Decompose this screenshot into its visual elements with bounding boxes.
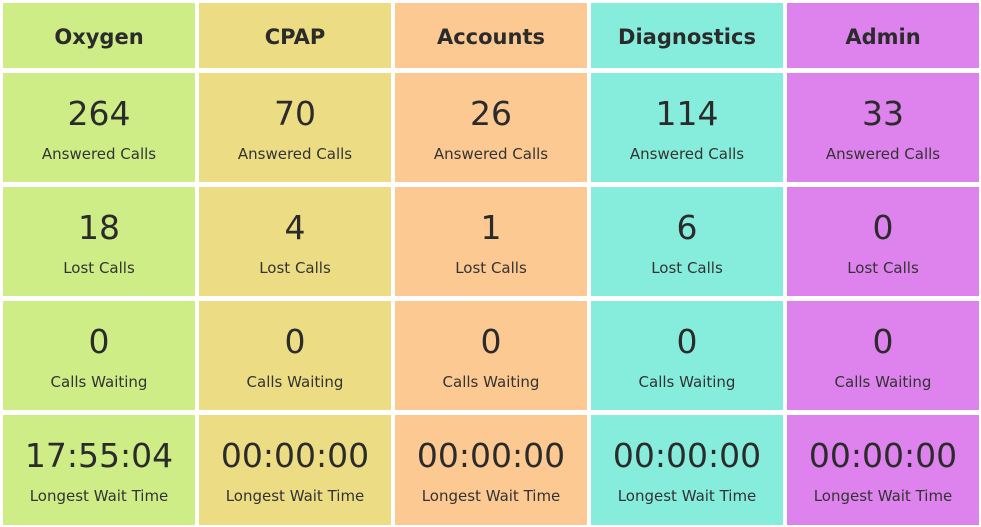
answered-calls-label: Answered Calls <box>41 145 157 163</box>
queue-name: Accounts <box>436 25 545 49</box>
calls-waiting-tile: 0 Calls Waiting <box>591 301 783 410</box>
queue-header-oxygen: Oxygen <box>3 3 195 68</box>
answered-calls-value: 26 <box>470 94 512 133</box>
answered-calls-tile: 114 Answered Calls <box>591 73 783 182</box>
queue-name: Admin <box>845 25 921 49</box>
longest-wait-tile: 00:00:00 Longest Wait Time <box>591 415 783 525</box>
answered-calls-value: 33 <box>862 94 904 133</box>
queue-header-admin: Admin <box>787 3 979 68</box>
lost-calls-value: 4 <box>284 208 306 247</box>
lost-calls-label: Lost Calls <box>63 259 135 277</box>
longest-wait-label: Longest Wait Time <box>225 487 365 505</box>
longest-wait-tile: 00:00:00 Longest Wait Time <box>199 415 391 525</box>
calls-waiting-tile: 0 Calls Waiting <box>199 301 391 410</box>
lost-calls-label: Lost Calls <box>455 259 527 277</box>
lost-calls-label: Lost Calls <box>847 259 919 277</box>
calls-waiting-label: Calls Waiting <box>638 373 736 391</box>
answered-calls-label: Answered Calls <box>237 145 353 163</box>
longest-wait-value: 00:00:00 <box>808 436 958 475</box>
lost-calls-tile: 6 Lost Calls <box>591 187 783 296</box>
queue-header-accounts: Accounts <box>395 3 587 68</box>
queue-name: Oxygen <box>54 25 144 49</box>
longest-wait-tile: 00:00:00 Longest Wait Time <box>395 415 587 525</box>
lost-calls-tile: 4 Lost Calls <box>199 187 391 296</box>
lost-calls-value: 18 <box>78 208 120 247</box>
answered-calls-label: Answered Calls <box>629 145 745 163</box>
queue-column-oxygen: Oxygen 264 Answered Calls 18 Lost Calls … <box>3 0 195 527</box>
answered-calls-label: Answered Calls <box>825 145 941 163</box>
longest-wait-tile: 00:00:00 Longest Wait Time <box>787 415 979 525</box>
calls-waiting-label: Calls Waiting <box>50 373 148 391</box>
queue-name: CPAP <box>264 25 326 49</box>
answered-calls-tile: 264 Answered Calls <box>3 73 195 182</box>
answered-calls-label: Answered Calls <box>433 145 549 163</box>
calls-waiting-value: 0 <box>872 322 894 361</box>
lost-calls-value: 1 <box>480 208 502 247</box>
lost-calls-value: 6 <box>676 208 698 247</box>
answered-calls-tile: 26 Answered Calls <box>395 73 587 182</box>
longest-wait-label: Longest Wait Time <box>29 487 169 505</box>
answered-calls-value: 264 <box>67 94 131 133</box>
lost-calls-tile: 18 Lost Calls <box>3 187 195 296</box>
queue-column-admin: Admin 33 Answered Calls 0 Lost Calls 0 C… <box>787 0 979 527</box>
longest-wait-value: 00:00:00 <box>416 436 566 475</box>
calls-waiting-label: Calls Waiting <box>442 373 540 391</box>
longest-wait-tile: 17:55:04 Longest Wait Time <box>3 415 195 525</box>
answered-calls-tile: 33 Answered Calls <box>787 73 979 182</box>
calls-waiting-tile: 0 Calls Waiting <box>787 301 979 410</box>
longest-wait-label: Longest Wait Time <box>617 487 757 505</box>
calls-waiting-value: 0 <box>480 322 502 361</box>
queue-column-diagnostics: Diagnostics 114 Answered Calls 6 Lost Ca… <box>591 0 783 527</box>
longest-wait-value: 00:00:00 <box>220 436 370 475</box>
calls-waiting-label: Calls Waiting <box>834 373 932 391</box>
lost-calls-label: Lost Calls <box>259 259 331 277</box>
queue-header-cpap: CPAP <box>199 3 391 68</box>
lost-calls-tile: 0 Lost Calls <box>787 187 979 296</box>
longest-wait-label: Longest Wait Time <box>813 487 953 505</box>
longest-wait-label: Longest Wait Time <box>421 487 561 505</box>
queue-column-accounts: Accounts 26 Answered Calls 1 Lost Calls … <box>395 0 587 527</box>
calls-waiting-value: 0 <box>284 322 306 361</box>
queue-name: Diagnostics <box>618 25 756 49</box>
lost-calls-value: 0 <box>872 208 894 247</box>
calls-waiting-tile: 0 Calls Waiting <box>395 301 587 410</box>
calls-waiting-label: Calls Waiting <box>246 373 344 391</box>
answered-calls-tile: 70 Answered Calls <box>199 73 391 182</box>
answered-calls-value: 114 <box>655 94 719 133</box>
calls-waiting-value: 0 <box>676 322 698 361</box>
calls-waiting-tile: 0 Calls Waiting <box>3 301 195 410</box>
queue-header-diagnostics: Diagnostics <box>591 3 783 68</box>
longest-wait-value: 17:55:04 <box>24 436 174 475</box>
calls-waiting-value: 0 <box>88 322 110 361</box>
queue-column-cpap: CPAP 70 Answered Calls 4 Lost Calls 0 Ca… <box>199 0 391 527</box>
longest-wait-value: 00:00:00 <box>612 436 762 475</box>
lost-calls-tile: 1 Lost Calls <box>395 187 587 296</box>
lost-calls-label: Lost Calls <box>651 259 723 277</box>
answered-calls-value: 70 <box>274 94 316 133</box>
